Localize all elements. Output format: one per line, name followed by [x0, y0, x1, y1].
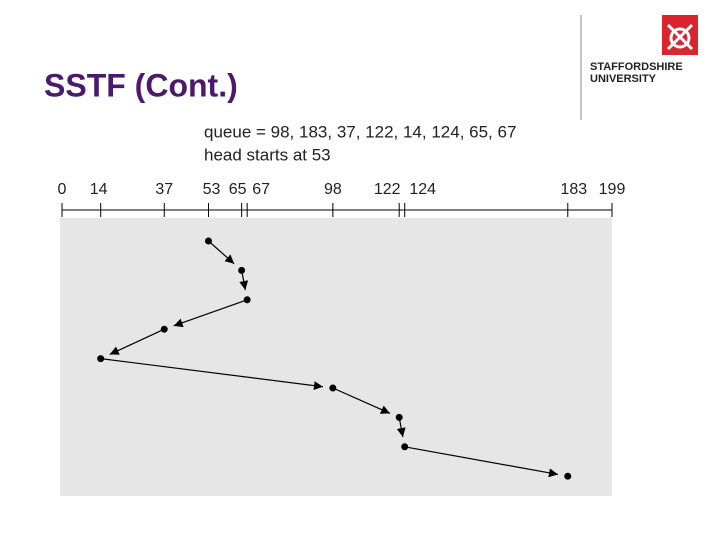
- plot: 0 14 37 53 65 67 98 122 124 183 199: [58, 181, 626, 480]
- slide-title: SSTF (Cont.): [44, 67, 238, 103]
- seek-arrow: [404, 446, 559, 478]
- head-position: [97, 355, 105, 363]
- head-position: [160, 325, 168, 333]
- logo-text: UNIVERSITY: [590, 73, 657, 85]
- head-position: [401, 443, 409, 451]
- tick-label: 53: [203, 181, 221, 198]
- head-position: [395, 413, 403, 421]
- logo-text: STAFFORDSHIRE: [590, 61, 683, 73]
- tick-label: 37: [155, 181, 173, 198]
- tick-label: 0: [58, 181, 67, 198]
- tick-label: 98: [324, 181, 342, 198]
- seek-arrow: [173, 299, 248, 328]
- seek-arrow: [332, 387, 391, 414]
- seek-arrow: [208, 240, 235, 265]
- tick-label: 14: [90, 181, 108, 198]
- tick-label: 199: [599, 181, 626, 198]
- head-position: [238, 266, 246, 274]
- queue-label: queue = 98, 183, 37, 122, 14, 124, 65, 6…: [204, 122, 516, 141]
- head-position: [204, 237, 212, 245]
- plot-area: [60, 218, 612, 496]
- seek-arrow: [109, 328, 165, 355]
- tick-label: 122: [374, 181, 401, 198]
- tick-label: 65: [229, 181, 247, 198]
- head-label: head starts at 53: [204, 145, 331, 164]
- logo-icon: [662, 15, 698, 55]
- head-position: [329, 384, 337, 392]
- head-position: [564, 472, 572, 480]
- tick-label: 124: [409, 181, 436, 198]
- tick-label: 67: [252, 181, 270, 198]
- tick-label: 183: [560, 181, 587, 198]
- head-position: [243, 296, 251, 304]
- seek-arrow: [100, 358, 324, 391]
